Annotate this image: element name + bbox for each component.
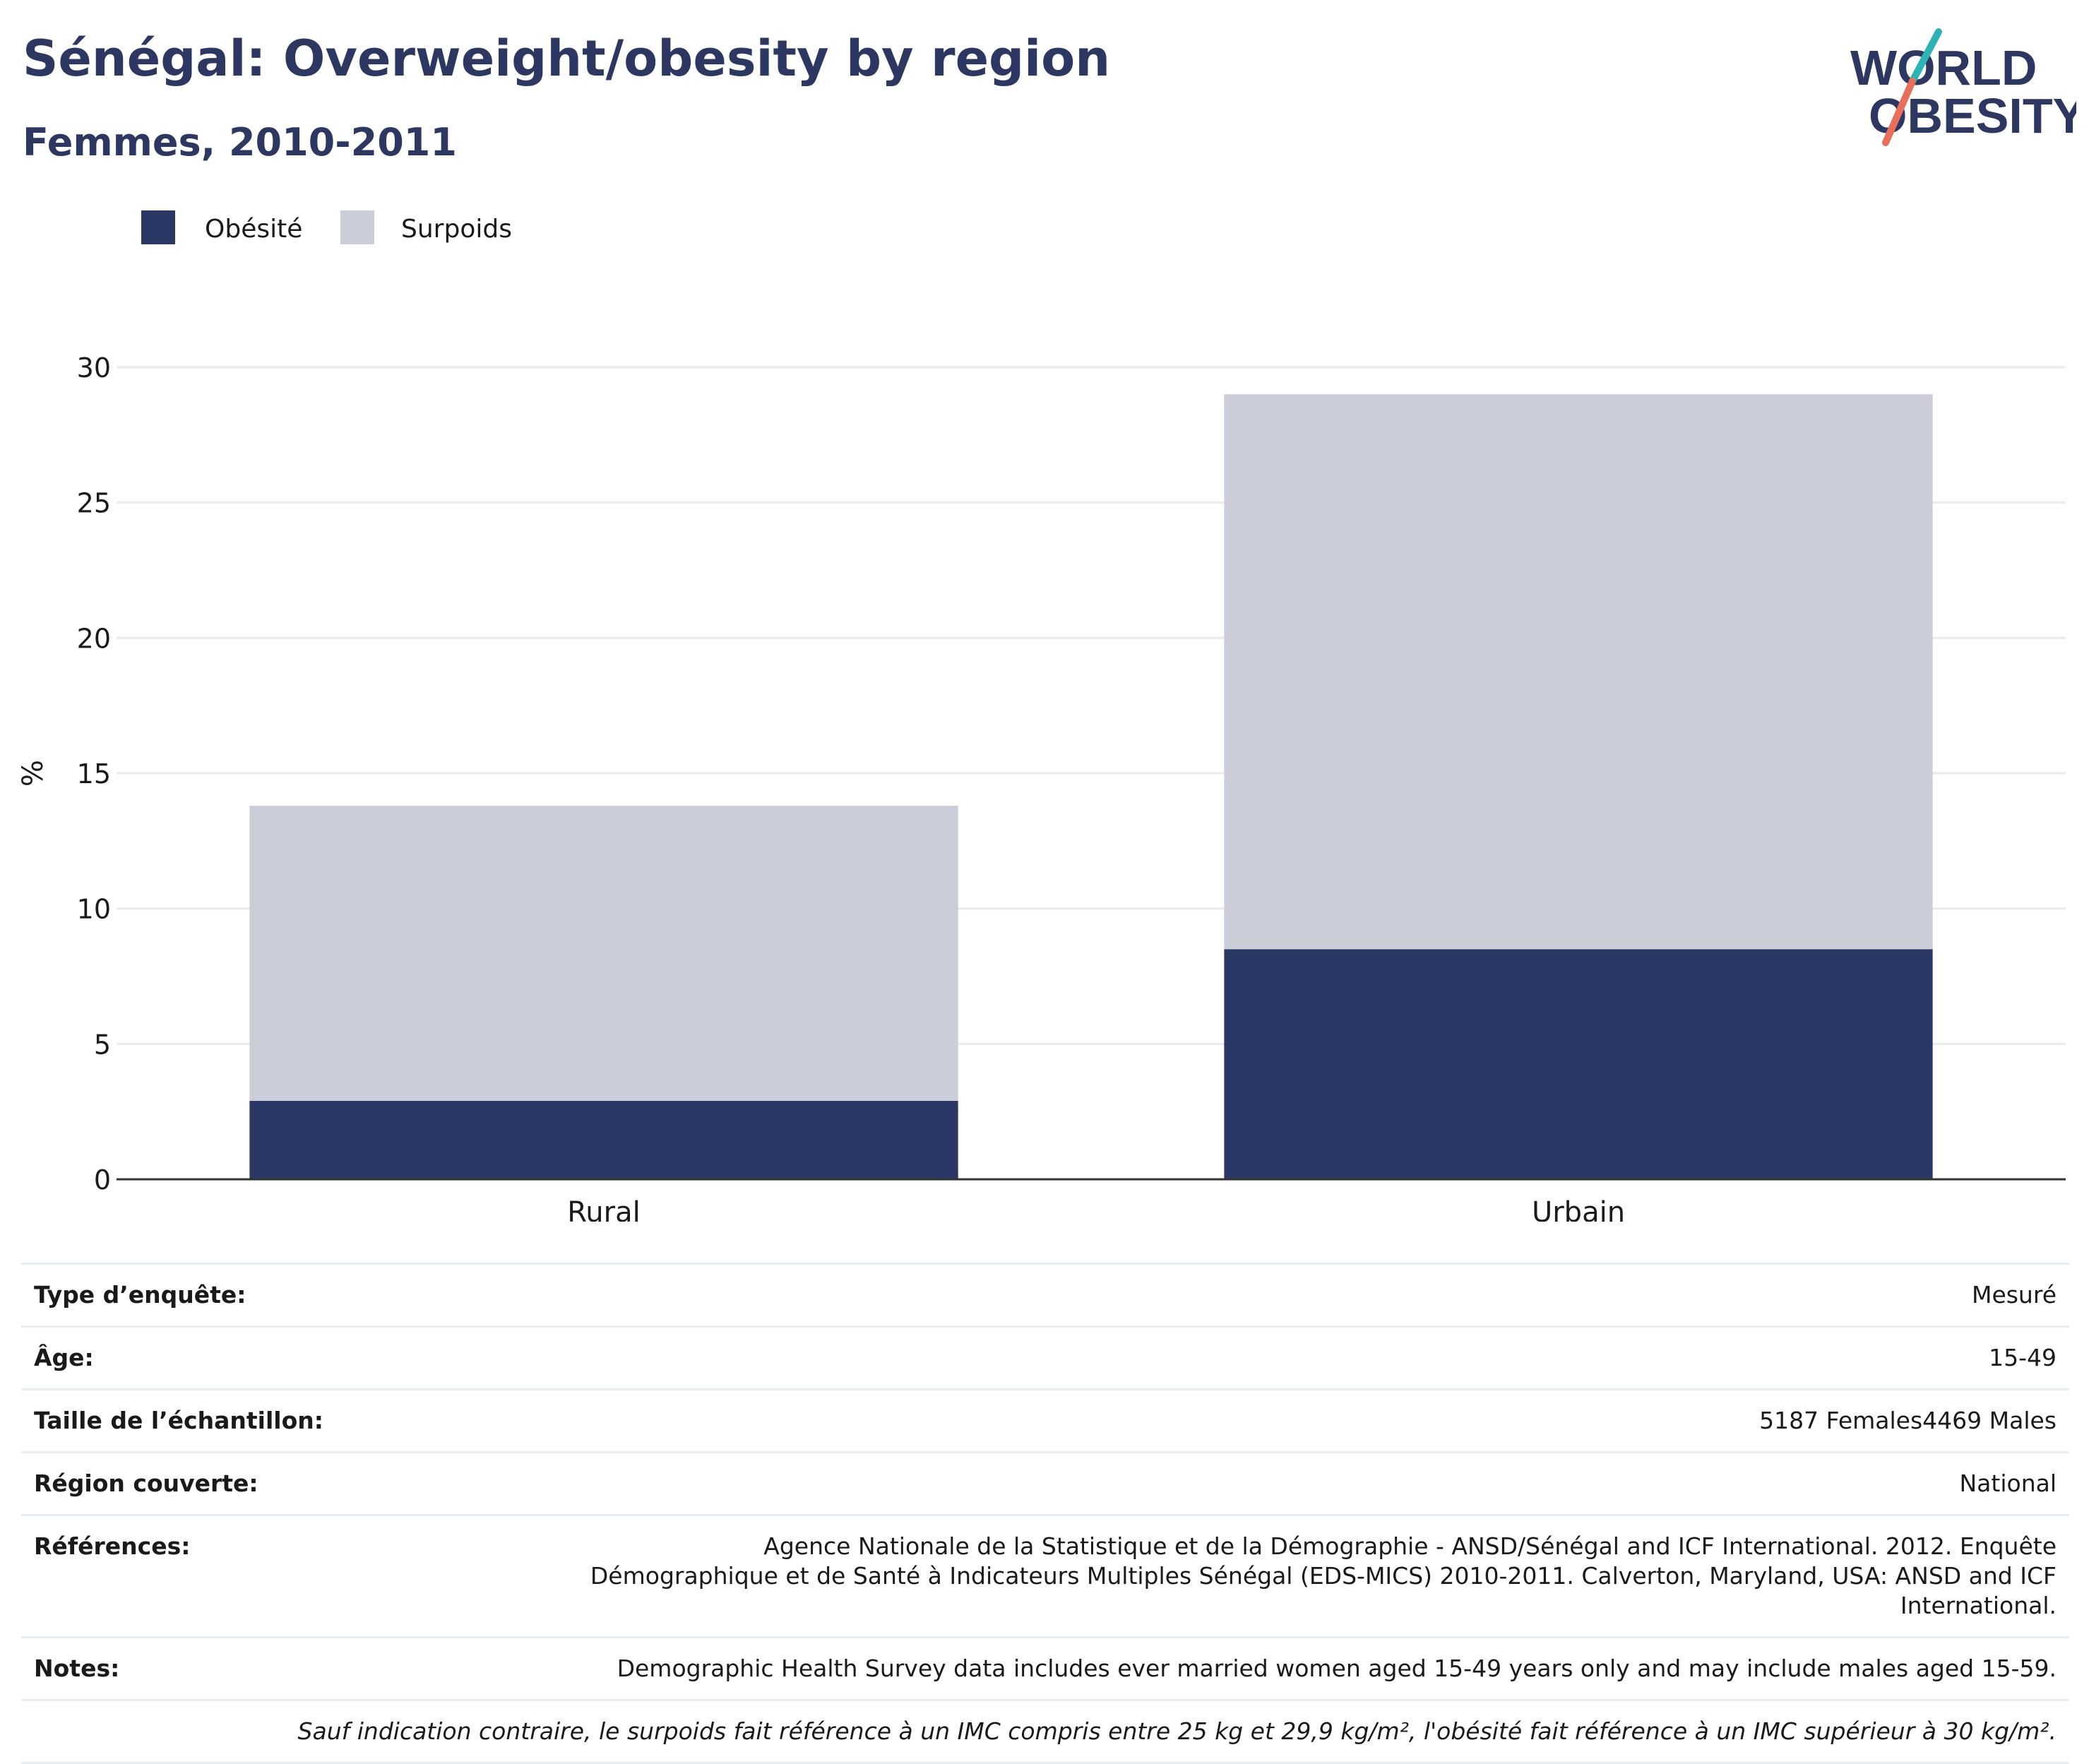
world-obesity-logo: WORLD OBESITY [1850,28,2076,146]
y-axis-ticks: 0 5 10 15 20 25 30 [77,352,111,1196]
meta-label: Notes: [34,1655,120,1682]
footnote: Sauf indication contraire, le surpoids f… [21,1701,2069,1764]
y-tick-label: 20 [77,623,111,654]
meta-label: Région couverte: [34,1470,258,1497]
x-tick-label: Urbain [1532,1196,1625,1222]
bar-obesity-urbain [1224,949,1933,1179]
meta-row: Notes: Demographic Health Survey data inc… [21,1638,2069,1701]
meta-value: 5187 Females4469 Males [1759,1407,2057,1434]
y-tick-label: 0 [94,1164,111,1196]
legend: Obésité Surpoids [141,210,512,244]
meta-row: Taille de l’échantillon: 5187 Females4469… [21,1390,2069,1453]
y-tick-label: 5 [94,1029,111,1060]
meta-row: Région couverte: National [21,1453,2069,1516]
meta-value: 15-49 [1989,1344,2057,1371]
meta-value: National [1959,1470,2057,1497]
legend-swatch-obesity [141,210,175,244]
meta-row: Type d’enquête: Mesuré [21,1265,2069,1328]
meta-label: Taille de l’échantillon: [34,1407,323,1434]
survey-metadata-table: Type d’enquête: Mesuré Âge: 15-49 Taille de … [21,1263,2069,1764]
y-tick-label: 15 [77,758,111,789]
y-tick-label: 30 [77,352,111,383]
legend-label-obesity: Obésité [205,215,302,244]
legend-swatch-overweight [340,210,374,244]
y-tick-label: 10 [77,894,111,925]
x-tick-label: Rural [567,1196,640,1222]
meta-label: Âge: [34,1344,94,1371]
bar-overweight-rural [249,806,958,1101]
y-tick-label: 25 [77,488,111,519]
bar-obesity-rural [249,1100,958,1179]
meta-label: Références: [34,1532,191,1560]
chart-title: Sénégal: Overweight/obesity by region [23,30,1111,88]
stacked-bar-chart: Obésité Surpoids 0 5 10 15 20 25 30 Rural Urbai… [17,210,2066,1222]
svg-text:WORLD: WORLD [1850,40,2037,95]
meta-row: Références: Agence Nationale de la Statis… [21,1516,2069,1638]
meta-value: Agence Nationale de la Statistique et de… [590,1532,2057,1619]
meta-value: Demographic Health Survey data includes … [617,1655,2057,1682]
bar-overweight-urbain [1224,394,1933,950]
bars [249,394,1933,1179]
meta-label: Type d’enquête: [34,1281,246,1309]
meta-value: Mesuré [1971,1281,2057,1309]
chart-subtitle: Femmes, 2010-2011 [23,120,457,165]
x-axis-ticks: Rural Urbain [567,1196,1625,1222]
legend-label-overweight: Surpoids [401,215,512,244]
meta-row: Âge: 15-49 [21,1328,2069,1390]
y-axis-label: % [17,760,49,787]
